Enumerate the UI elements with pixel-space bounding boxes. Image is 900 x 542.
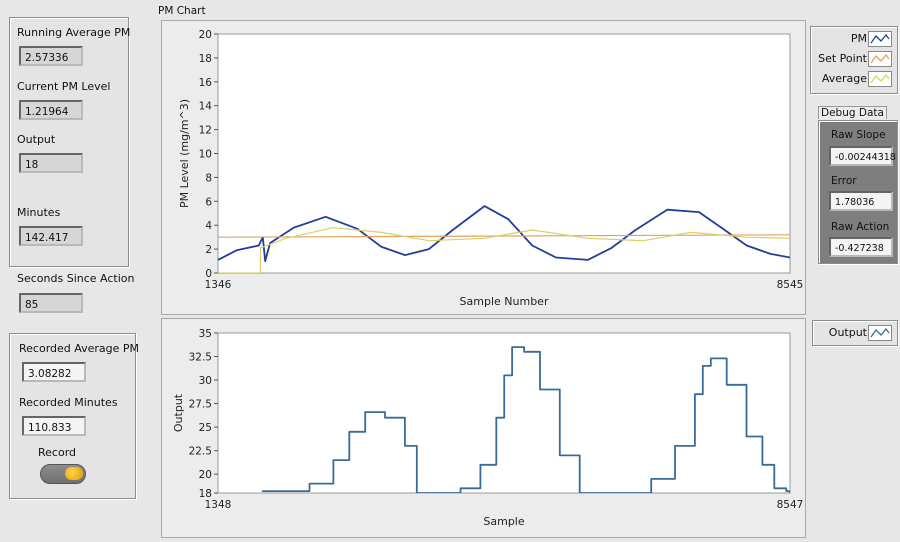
seconds-since-action-label: Seconds Since Action	[17, 272, 135, 285]
pm-chart-ytick-label: 20	[199, 29, 212, 41]
output-chart-svg: 18 20 22.5 25 27.5 30 32.5 35 1348 8547 Sample Outp…	[172, 328, 804, 528]
minutes-value: 142.417	[19, 226, 83, 246]
raw-slope-label: Raw Slope	[831, 129, 886, 141]
pm-chart-series-pm	[218, 205, 790, 263]
raw-action-label: Raw Action	[831, 221, 890, 233]
error-value: 1.78036	[829, 191, 893, 211]
pm-chart-xtick-label: 1346	[205, 279, 232, 291]
output-label: Output	[17, 133, 56, 146]
record-led-icon	[65, 467, 83, 480]
current-pm-label: Current PM Level	[17, 80, 111, 93]
pm-chart-xlabel: Sample Number	[460, 295, 549, 308]
debug-data-tab[interactable]: Debug Data	[818, 106, 887, 119]
output-legend: Output	[812, 320, 898, 346]
pm-chart-ytick-label: 2	[205, 244, 212, 256]
legend-item-output[interactable]: Output	[813, 323, 897, 343]
output-chart-ytick-label: 30	[199, 375, 212, 387]
pm-chart-ytick-label: 10	[199, 149, 212, 161]
legend-item-set-point[interactable]: Set Point	[811, 49, 897, 69]
seconds-since-action-value: 85	[19, 293, 83, 313]
pm-chart-ytick-label: 6	[205, 196, 212, 208]
pm-chart-ytick-label: 4	[205, 220, 212, 232]
output-chart-ylabel: Output	[172, 393, 185, 432]
recorded-minutes-label: Recorded Minutes	[19, 396, 118, 409]
pm-chart-series-set-point	[218, 234, 790, 238]
recorded-average-value: 3.08282	[22, 362, 86, 382]
pm-chart-ytick-label: 18	[199, 53, 212, 65]
left-indicator-panel: Running Average PM 2.57336 Current PM Le…	[9, 17, 131, 267]
legend-average-swatch-icon	[868, 71, 892, 87]
output-chart-xlabel: Sample	[483, 515, 524, 528]
pm-chart-ylabel: PM Level (mg/m^3)	[178, 99, 191, 208]
legend-output-label: Output	[828, 326, 867, 339]
legend-output-swatch-icon	[868, 325, 892, 341]
pm-chart-xtick-label: 8545	[777, 279, 804, 291]
output-chart-ytick-label: 20	[199, 469, 212, 481]
output-chart-xtick-label: 8547	[777, 499, 804, 511]
output-chart-ytick-label: 18	[199, 488, 212, 500]
output-chart-ytick-label: 25	[199, 422, 212, 434]
output-chart-ytick-label: 27.5	[189, 399, 212, 411]
legend-item-average[interactable]: Average	[811, 69, 897, 89]
legend-set-point-swatch-icon	[868, 51, 892, 67]
running-average-value: 2.57336	[19, 46, 83, 66]
error-label: Error	[831, 175, 857, 187]
pm-chart-ytick-label: 8	[205, 172, 212, 184]
minutes-label: Minutes	[17, 206, 61, 219]
running-average-label: Running Average PM	[17, 26, 131, 39]
pm-legend: PM Set Point Average	[810, 26, 898, 94]
current-pm-value: 1.21964	[19, 100, 83, 120]
pm-chart-svg: 0 2 4 6 8 10 12 14 16 18 20 1346 8545 Sample Number PM…	[178, 29, 804, 308]
pm-chart-series-average	[218, 227, 790, 273]
recorded-minutes-value: 110.833	[22, 416, 86, 436]
pm-chart-ytick-label: 0	[205, 268, 212, 280]
legend-average-label: Average	[821, 72, 867, 85]
record-toggle-button[interactable]	[40, 464, 86, 484]
recorded-panel: Recorded Average PM 3.08282 Recorded Min…	[9, 333, 140, 499]
recorded-average-label: Recorded Average PM	[19, 342, 140, 355]
raw-slope-value: -0.00244318	[829, 146, 896, 166]
pm-chart-title: PM Chart	[158, 5, 206, 17]
record-label: Record	[38, 446, 77, 459]
legend-pm-label: PM	[850, 32, 867, 45]
pm-chart-ytick-label: 16	[199, 77, 213, 89]
output-value: 18	[19, 153, 83, 173]
output-chart-xtick-label: 1348	[205, 499, 232, 511]
output-chart: 18 20 22.5 25 27.5 30 32.5 35 1348 8547 Sample Outp…	[161, 318, 806, 538]
output-chart-ytick-label: 32.5	[189, 352, 212, 364]
pm-chart: 0 2 4 6 8 10 12 14 16 18 20 1346 8545 Sample Number PM…	[161, 20, 806, 315]
output-chart-ytick-label: 22.5	[189, 446, 212, 458]
legend-pm-swatch-icon	[868, 31, 892, 47]
legend-item-pm[interactable]: PM	[811, 29, 897, 49]
output-chart-series-output	[261, 346, 790, 493]
raw-action-value: -0.427238	[829, 237, 893, 257]
debug-data-panel: Raw Slope -0.00244318 Error 1.78036 Raw …	[818, 120, 898, 264]
pm-chart-ytick-label: 12	[199, 125, 212, 137]
legend-set-point-label: Set Point	[818, 52, 867, 65]
pm-chart-ytick-label: 14	[199, 101, 213, 113]
output-chart-ytick-label: 35	[199, 328, 212, 340]
